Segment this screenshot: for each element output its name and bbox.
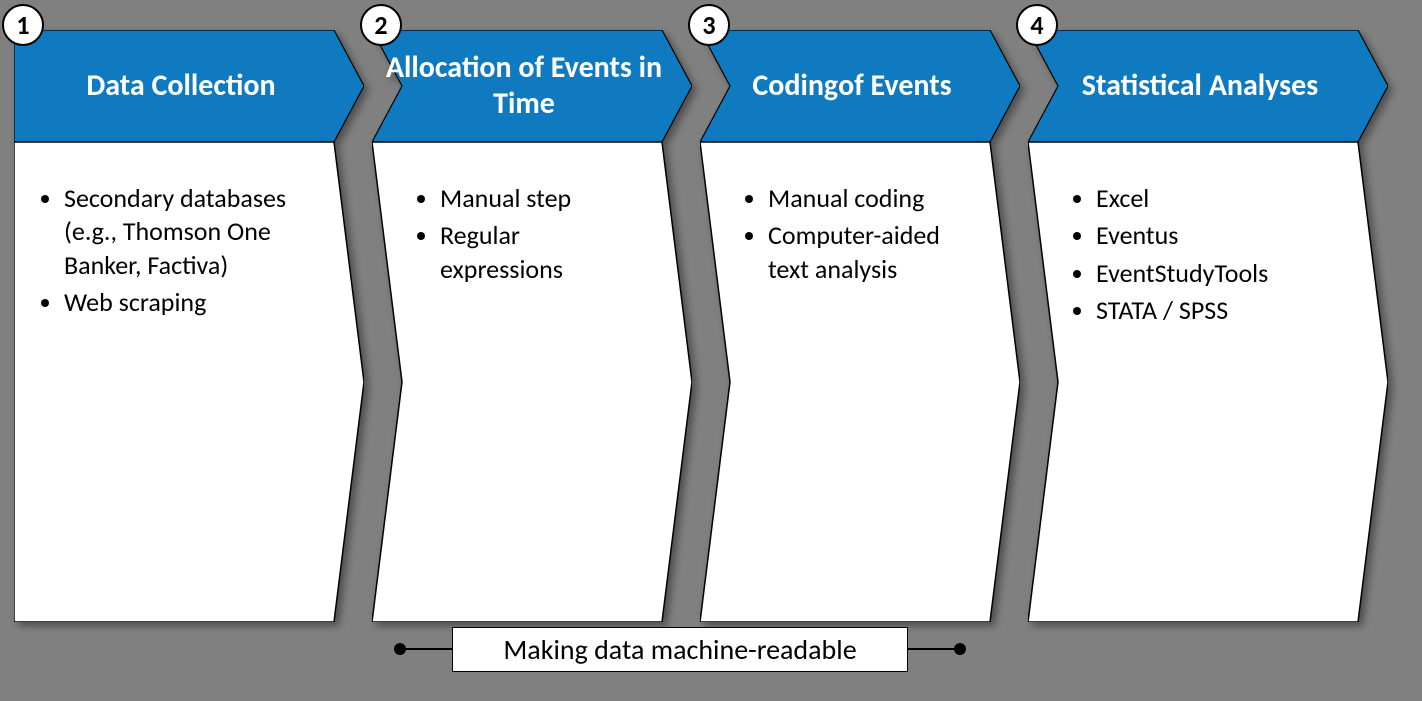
annotation-line-left: [400, 648, 452, 650]
annotation-endpoint-dot: [954, 643, 966, 655]
annotation-endpoint-dot: [394, 643, 406, 655]
annotation: Making data machine-readable: [0, 0, 1422, 701]
annotation-line-right: [908, 648, 960, 650]
annotation-label: Making data machine-readable: [452, 627, 908, 672]
